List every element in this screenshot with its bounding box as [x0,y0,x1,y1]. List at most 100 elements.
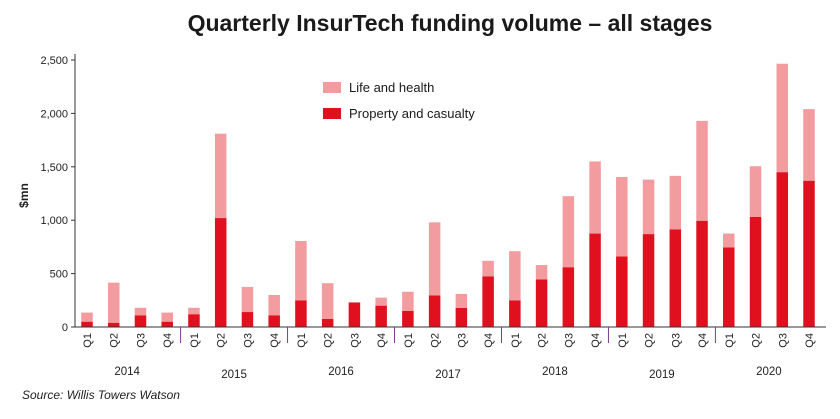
bar-property-casualty [241,312,254,327]
legend-label: Life and health [349,80,434,95]
bar-property-casualty [428,295,441,327]
x-tick-label: Q1 [296,333,308,348]
legend-swatch [323,82,341,93]
bar-life-health [482,260,494,277]
bar-life-health [642,179,655,235]
year-label: 2020 [756,366,782,378]
legend-swatch [323,108,341,119]
bar-property-casualty [723,247,735,327]
x-tick-label: Q3 [349,333,361,348]
bar-property-casualty [776,172,789,327]
bar-property-casualty [214,218,227,327]
y-tick-label: 2,000 [40,108,68,120]
year-label: 2019 [649,369,675,381]
bar-life-health [134,307,147,316]
bar-property-casualty [749,216,762,327]
x-tick-label: Q2 [430,333,442,348]
bar-property-casualty [295,300,307,327]
x-tick-label: Q1 [82,333,94,348]
bar-property-casualty [669,229,682,327]
bar-life-health [107,282,120,323]
y-tick-label: 1,500 [40,162,68,174]
bar-life-health [161,312,173,322]
bar-life-health [241,286,254,313]
bar-life-health [803,109,815,181]
bar-life-health [562,196,575,268]
source-note: Source: Willis Towers Watson [22,388,180,402]
bar-property-casualty [642,234,655,327]
y-tick-label: 2,500 [40,55,68,67]
x-tick-label: Q2 [216,333,228,348]
bars [81,63,815,327]
bar-property-casualty [535,279,548,327]
x-tick-label: Q4 [804,333,816,348]
year-label: 2014 [114,366,140,378]
bar-property-casualty [402,310,414,327]
x-tick-label: Q1 [189,333,201,348]
bar-life-health [696,120,708,221]
x-tick-label: Q3 [242,333,254,348]
x-tick-label: Q1 [510,333,522,348]
bar-property-casualty [455,307,468,327]
bar-property-casualty [696,220,708,327]
bar-life-health [616,176,628,257]
bar-life-health [669,175,682,230]
x-tick-label: Q2 [644,333,656,348]
x-tick-label: Q2 [751,333,763,348]
bar-life-health [295,241,307,301]
x-axis: Q1 Q2 Q3 Q4 Q1 Q2 Q3 Q4 Q1 Q2 Q3 Q4 Q1 Q2 Q3 Q4 Q1 Q2 Q3 Q4… [75,326,826,381]
bar-life-health [589,161,601,234]
bar-life-health [81,312,93,322]
year-label: 2017 [435,369,461,381]
bar-life-health [428,222,441,296]
x-tick-label: Q3 [135,333,147,348]
bar-life-health [402,291,414,311]
bar-property-casualty [188,314,200,327]
x-tick-label: Q3 [563,333,575,348]
bar-property-casualty [509,300,521,327]
y-axis: 0 500 1,000 1,500 2,000 2,500 [40,54,76,334]
y-tick-label: 0 [62,322,68,334]
x-tick-label: Q3 [777,333,789,348]
bar-life-health [455,293,468,308]
x-tick-label: Q3 [670,333,682,348]
year-label: 2016 [328,366,354,378]
bar-property-casualty [562,267,575,327]
bar-property-casualty [107,322,120,327]
x-tick-label: Q4 [269,333,281,348]
legend-label: Property and casualty [349,106,475,121]
bar-property-casualty [161,321,173,327]
bar-property-casualty [81,321,93,327]
bar-property-casualty [321,318,334,327]
bar-property-casualty [803,180,815,327]
x-tick-label: Q1 [403,333,415,348]
bar-property-casualty [616,256,628,327]
x-tick-label: Q1 [617,333,629,348]
legend: Life and health Property and casualty [323,80,475,121]
bar-life-health [268,294,280,316]
y-tick-label: 500 [50,269,68,281]
bar-life-health [214,133,227,219]
x-tick-label: Q2 [323,333,335,348]
chart-title: Quarterly InsurTech funding volume – all… [187,10,713,36]
year-label: 2015 [221,369,247,381]
x-tick-label: Q2 [537,333,549,348]
bar-life-health [749,166,762,217]
x-tick-label: Q1 [724,333,736,348]
bar-property-casualty [375,305,387,327]
bar-life-health [776,63,789,173]
bar-life-health [375,297,387,306]
bar-life-health [535,265,548,280]
bar-property-casualty [589,233,601,327]
bar-life-health [723,233,735,248]
bar-property-casualty [348,302,361,327]
x-tick-label: Q2 [109,333,121,348]
x-tick-label: Q4 [697,333,709,348]
x-tick-label: Q4 [376,333,388,348]
bar-property-casualty [134,315,147,327]
y-axis-label: $mn [17,183,31,208]
x-tick-label: Q4 [162,333,174,348]
bar-life-health [321,283,334,319]
x-tick-label: Q3 [456,333,468,348]
